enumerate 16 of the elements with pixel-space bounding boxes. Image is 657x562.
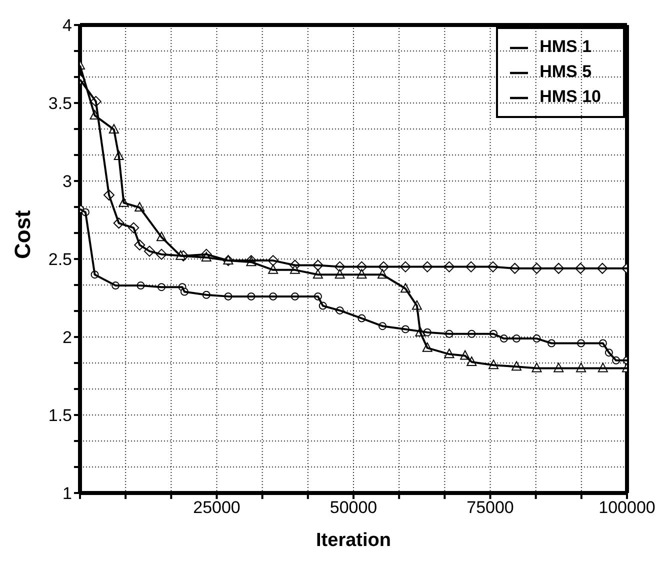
x-tick-label: 50000	[330, 498, 378, 518]
legend-label: HMS 1	[540, 37, 592, 56]
legend-label: HMS 10	[540, 87, 601, 106]
y-tick-label: 2	[62, 328, 72, 348]
y-tick-label: 1	[62, 484, 72, 504]
x-tick-label: 100000	[598, 498, 656, 518]
y-axis-title: Cost	[10, 209, 35, 259]
y-tick-label: 4	[62, 16, 72, 36]
x-axis-title: Iteration	[316, 530, 391, 551]
y-tick-label: 3.5	[48, 94, 72, 114]
legend-label: HMS 5	[540, 62, 592, 81]
x-tick-label: 25000	[193, 498, 240, 518]
y-tick-label: 1.5	[48, 406, 72, 426]
x-tick-label: 75000	[466, 498, 514, 518]
y-tick-label: 2.5	[48, 250, 72, 270]
y-tick-label: 3	[62, 172, 72, 192]
